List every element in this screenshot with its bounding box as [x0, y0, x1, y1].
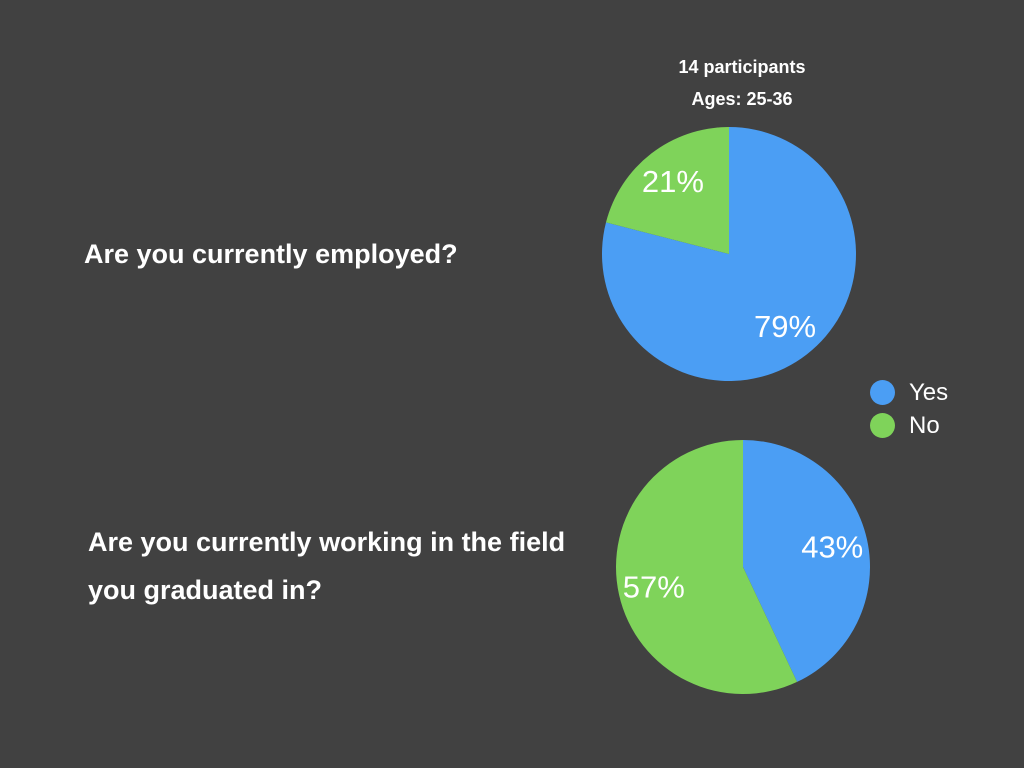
pie-chart-field: 43% 57%	[616, 440, 870, 694]
slice-label-yes: 43%	[801, 530, 863, 565]
pie-chart-employed: 79% 21%	[602, 127, 856, 381]
legend-swatch-yes	[870, 380, 895, 405]
participants-count: 14 participants	[678, 57, 806, 77]
legend-item-no: No	[870, 409, 948, 442]
pie-slice-no	[605, 127, 729, 254]
question-field: Are you currently working in the field y…	[88, 527, 566, 605]
legend: Yes No	[870, 376, 948, 442]
legend-label-yes: Yes	[909, 378, 949, 406]
slice-label-no: 21%	[642, 164, 704, 199]
question-employed: Are you currently employed?	[84, 239, 458, 269]
legend-label-no: No	[909, 411, 940, 439]
legend-item-yes: Yes	[870, 376, 948, 409]
legend-swatch-no	[870, 413, 895, 438]
slice-label-yes: 79%	[754, 309, 816, 344]
slice-label-no: 57%	[623, 569, 685, 604]
pie-slice-no	[616, 440, 798, 694]
pie-slice-yes	[743, 440, 870, 682]
age-range: Ages: 25-36	[691, 89, 793, 109]
